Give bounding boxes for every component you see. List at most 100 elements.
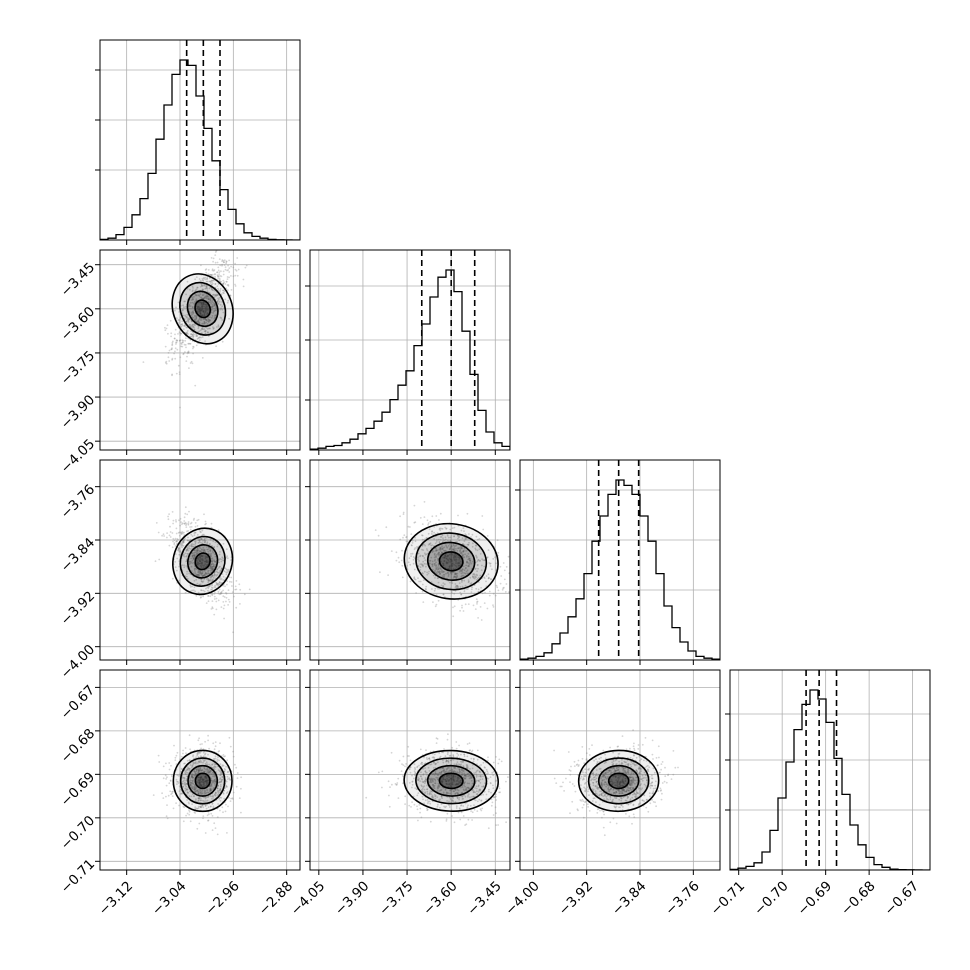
sample-point <box>448 557 451 560</box>
sample-point <box>193 328 196 331</box>
sample-point <box>184 784 187 787</box>
sample-point <box>205 295 208 298</box>
sample-point <box>435 772 438 775</box>
sample-point <box>185 785 188 788</box>
sample-point <box>466 764 469 766</box>
sample-point <box>199 806 202 808</box>
sample-point <box>209 298 212 300</box>
sample-point <box>207 319 210 321</box>
sample-point <box>440 571 443 573</box>
sample-point <box>199 768 202 771</box>
sample-point <box>222 559 224 561</box>
sample-point <box>421 763 423 766</box>
sample-point <box>200 558 203 561</box>
sample-point <box>199 301 202 304</box>
sample-point <box>208 770 211 773</box>
sample-point <box>197 805 200 808</box>
sample-point <box>466 773 469 775</box>
sample-point <box>242 285 245 288</box>
sample-point <box>179 542 182 545</box>
sample-point <box>193 295 195 298</box>
sample-point <box>231 797 234 799</box>
sample-point <box>609 746 611 749</box>
sample-point <box>235 588 238 591</box>
sample-point <box>447 761 450 764</box>
density-group <box>171 273 234 345</box>
sample-point <box>192 755 194 758</box>
sample-point <box>621 792 624 795</box>
sample-point <box>172 540 174 543</box>
sample-point <box>192 325 195 328</box>
sample-point <box>184 537 186 540</box>
sample-point <box>208 546 210 549</box>
sample-point <box>479 574 482 577</box>
sample-point <box>165 360 168 363</box>
sample-point <box>454 767 456 769</box>
sample-point <box>219 289 222 292</box>
sample-point <box>225 573 228 576</box>
sample-point <box>660 768 662 771</box>
sample-point <box>494 556 496 559</box>
sample-point <box>413 576 416 579</box>
sample-point <box>467 581 470 584</box>
sample-point <box>188 734 191 737</box>
sample-point <box>201 307 204 310</box>
sample-point <box>467 794 469 797</box>
sample-point <box>189 538 192 541</box>
sample-point <box>493 796 495 799</box>
sample-point <box>494 594 497 597</box>
sample-point <box>192 335 195 338</box>
sample-point <box>411 544 413 547</box>
sample-point <box>463 530 465 532</box>
sample-point <box>615 797 617 799</box>
sample-point <box>186 570 189 573</box>
sample-point <box>620 774 622 777</box>
sample-point <box>205 587 207 590</box>
sample-point <box>182 353 185 356</box>
sample-point <box>481 807 484 810</box>
sample-point <box>397 797 400 799</box>
sample-point <box>198 539 201 542</box>
sample-point <box>471 819 473 821</box>
sample-point <box>214 757 217 760</box>
sample-point <box>179 406 181 409</box>
sample-point <box>182 805 185 808</box>
sample-point <box>442 791 445 794</box>
sample-point <box>180 533 183 535</box>
scatter-panel-3-2 <box>515 669 721 875</box>
sample-point <box>631 762 634 765</box>
sample-point <box>463 774 466 777</box>
sample-point <box>211 797 213 800</box>
sample-point <box>220 592 223 595</box>
sample-point <box>433 793 436 796</box>
sample-point <box>414 540 417 543</box>
sample-point <box>449 558 452 561</box>
sample-point <box>206 782 209 785</box>
sample-point <box>438 786 441 788</box>
sample-point <box>201 789 204 792</box>
sample-point <box>436 776 439 779</box>
sample-point <box>225 592 227 594</box>
sample-point <box>204 775 207 778</box>
sample-point <box>456 788 459 791</box>
sample-point <box>197 779 200 782</box>
sample-point <box>193 569 196 572</box>
sample-point <box>437 552 440 555</box>
sample-point <box>453 770 456 772</box>
sample-point <box>186 769 188 771</box>
sample-point <box>198 574 201 577</box>
sample-point <box>447 767 449 769</box>
sample-point <box>423 788 426 791</box>
sample-point <box>235 269 238 272</box>
sample-point <box>454 767 456 769</box>
sample-point <box>452 776 455 779</box>
sample-point <box>182 328 185 330</box>
sample-point <box>617 789 620 792</box>
sample-point <box>447 560 450 562</box>
sample-point <box>227 770 230 773</box>
sample-point <box>213 327 215 329</box>
sample-point <box>411 552 414 555</box>
sample-point <box>583 762 586 765</box>
sample-point <box>463 590 466 593</box>
sample-point <box>196 573 198 576</box>
